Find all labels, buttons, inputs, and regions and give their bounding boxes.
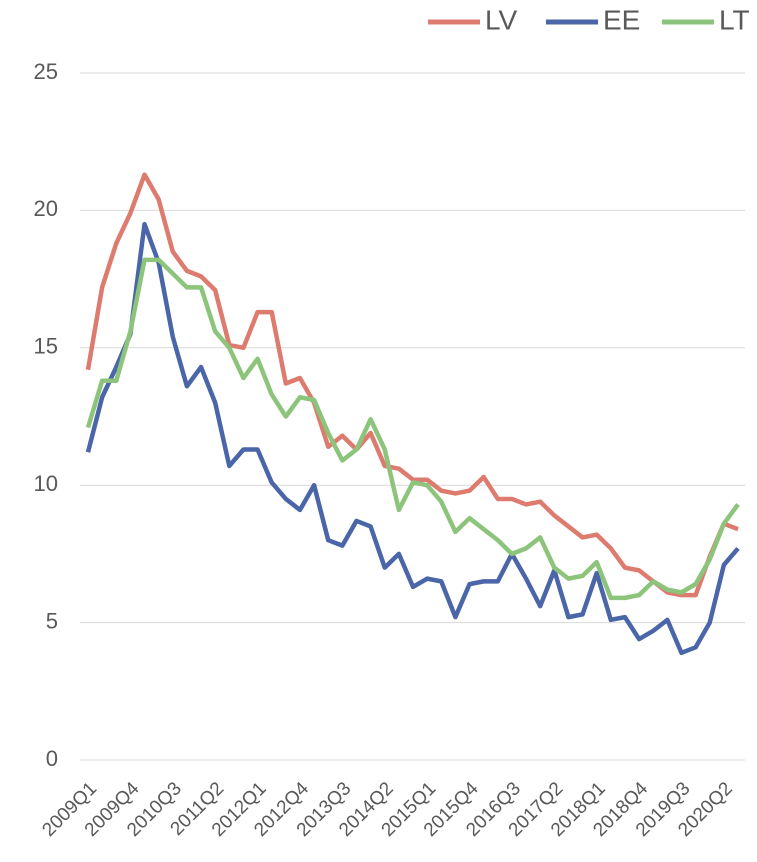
y-tick-label: 15 bbox=[34, 334, 58, 359]
legend-label: LT bbox=[719, 4, 750, 35]
y-tick-label: 5 bbox=[46, 608, 58, 633]
y-tick-label: 0 bbox=[46, 746, 58, 771]
legend-label: EE bbox=[603, 4, 640, 35]
legend-label: LV bbox=[485, 4, 517, 35]
y-tick-label: 25 bbox=[34, 59, 58, 84]
y-tick-label: 10 bbox=[34, 471, 58, 496]
series-line bbox=[85, 257, 740, 601]
y-tick-label: 20 bbox=[34, 196, 58, 221]
series-line bbox=[85, 172, 739, 598]
series-line bbox=[85, 221, 740, 656]
